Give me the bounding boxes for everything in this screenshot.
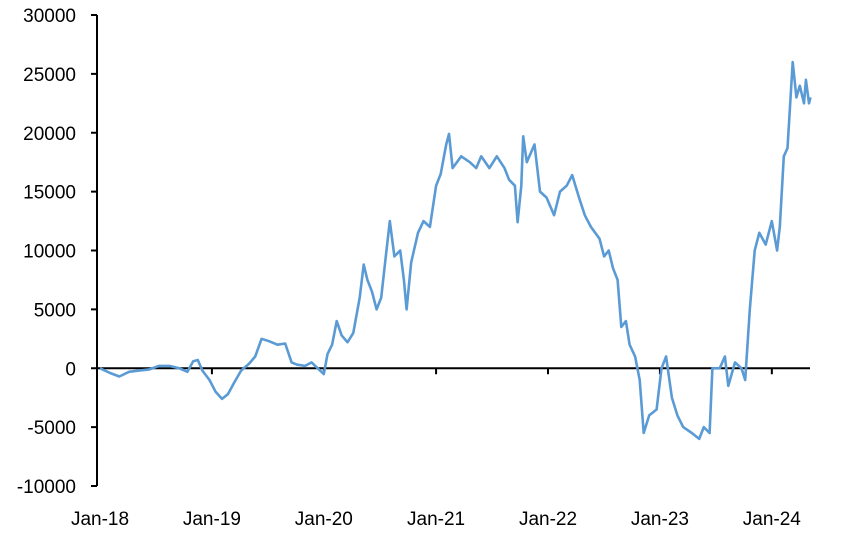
y-tick-label: 10000 [23, 242, 76, 263]
x-axis: Jan-18 Jan-19 Jan-20 Jan-21 Jan-22 Jan-23 Jan-… [71, 367, 810, 530]
y-tick-label: 25000 [23, 65, 76, 86]
x-tick-label: Jan-20 [295, 509, 353, 530]
x-tick-label: Jan-23 [631, 509, 689, 530]
y-tick-label: 30000 [23, 6, 76, 27]
series-line [99, 60, 812, 441]
y-tick-label: -5000 [27, 418, 76, 439]
y-tick-label: 20000 [23, 124, 76, 145]
y-tick-label: -10000 [17, 477, 76, 498]
y-axis: -10000 -5000 0 5000 10000 15000 20000 25000 3000… [17, 6, 98, 498]
x-tick-label: Jan-19 [183, 509, 241, 530]
x-tick-label: Jan-24 [743, 509, 802, 530]
x-tick-label: Jan-21 [407, 509, 465, 530]
y-tick-label: 0 [65, 359, 76, 380]
y-tick-label: 15000 [23, 183, 76, 204]
x-tick-label: Jan-22 [519, 509, 577, 530]
y-tick-label: 5000 [34, 300, 76, 321]
x-tick-label: Jan-18 [71, 509, 129, 530]
